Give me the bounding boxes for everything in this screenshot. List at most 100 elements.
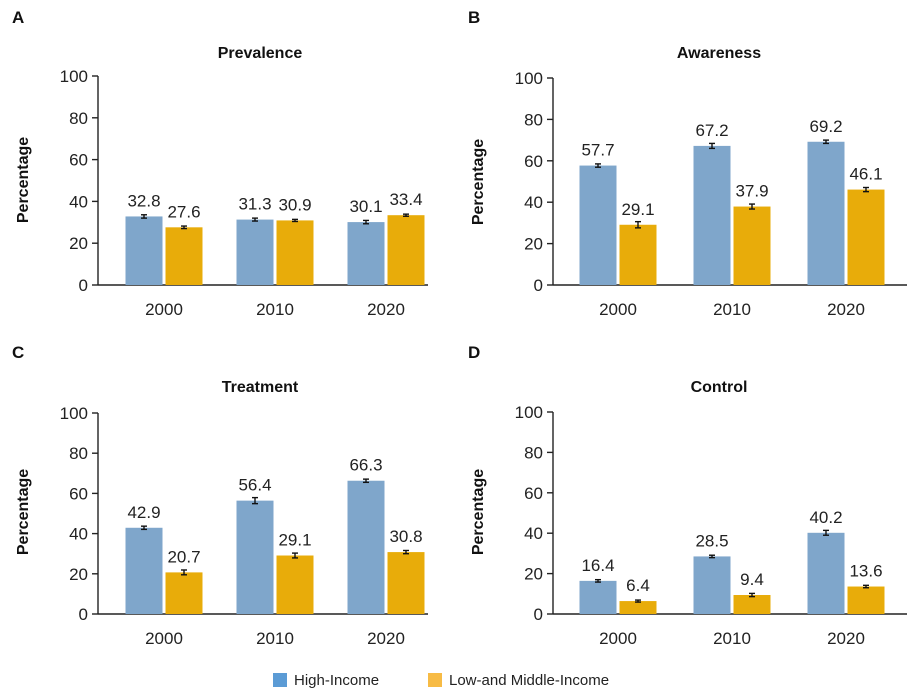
chart-title: Treatment (222, 379, 299, 396)
data-label: 37.9 (735, 182, 768, 201)
y-tick-label: 60 (524, 484, 543, 503)
legend: High-Income Low-and Middle-Income (273, 672, 609, 689)
x-tick-label: 2010 (256, 300, 294, 319)
legend-label-low-middle-income: Low-and Middle-Income (449, 672, 609, 689)
y-tick-label: 60 (524, 152, 543, 171)
bar (347, 222, 385, 285)
x-tick-label: 2020 (827, 629, 865, 648)
bar (276, 220, 314, 285)
bar (579, 580, 617, 614)
bar (387, 552, 425, 614)
data-label: 66.3 (349, 456, 382, 475)
legend-label-high-income: High-Income (294, 672, 379, 689)
data-label: 42.9 (127, 503, 160, 522)
y-tick-label: 60 (69, 151, 88, 170)
data-label: 46.1 (849, 165, 882, 184)
bar (693, 556, 731, 614)
x-tick-label: 2010 (713, 300, 751, 319)
data-label: 30.8 (389, 527, 422, 546)
x-tick-label: 2020 (827, 300, 865, 319)
bar (807, 141, 845, 285)
bar (165, 227, 203, 285)
data-label: 9.4 (740, 570, 764, 589)
data-label: 56.4 (238, 476, 271, 495)
bar (236, 219, 274, 285)
y-tick-label: 40 (524, 193, 543, 212)
y-tick-label: 0 (79, 276, 88, 295)
data-label: 20.7 (167, 547, 200, 566)
data-label: 29.1 (278, 531, 311, 550)
bar (579, 165, 617, 285)
bar (847, 189, 885, 285)
x-tick-label: 2000 (599, 629, 637, 648)
data-label: 27.6 (167, 202, 200, 221)
y-tick-label: 60 (69, 484, 88, 503)
x-tick-label: 2010 (256, 629, 294, 648)
data-label: 69.2 (809, 117, 842, 136)
x-tick-label: 2000 (145, 629, 183, 648)
bar (347, 480, 385, 614)
bar (387, 215, 425, 285)
data-label: 32.8 (127, 191, 160, 210)
data-label: 28.5 (695, 531, 728, 550)
data-label: 13.6 (849, 562, 882, 581)
y-tick-label: 80 (524, 110, 543, 129)
bar (165, 572, 203, 614)
legend-swatch-high-income (273, 673, 287, 687)
data-label: 6.4 (626, 576, 650, 595)
y-tick-label: 100 (60, 404, 88, 423)
data-label: 31.3 (238, 195, 271, 214)
x-tick-label: 2020 (367, 629, 405, 648)
data-label: 16.4 (581, 556, 614, 575)
y-tick-label: 20 (524, 565, 543, 584)
y-axis-label: Percentage (470, 469, 487, 555)
data-label: 30.1 (349, 197, 382, 216)
bar (125, 216, 163, 285)
y-tick-label: 40 (524, 524, 543, 543)
y-tick-label: 100 (515, 403, 543, 422)
legend-swatch-low-middle-income (428, 673, 442, 687)
bar (276, 555, 314, 614)
chart-title: Control (691, 379, 748, 396)
panel-letter: D (468, 343, 480, 362)
y-tick-label: 100 (515, 69, 543, 88)
chart-title: Awareness (677, 45, 761, 62)
bar (733, 595, 771, 614)
y-tick-label: 0 (534, 276, 543, 295)
data-label: 40.2 (809, 508, 842, 527)
y-tick-label: 20 (69, 234, 88, 253)
panel-letter: A (12, 8, 24, 27)
chart-panel-b: B Awareness Percentage 0 20 40 60 80 100 2000 2010… (468, 8, 907, 319)
chart-panel-d: D Control Percentage 0 20 40 60 80 100 2000 2010 20… (468, 343, 907, 648)
y-tick-label: 20 (524, 235, 543, 254)
bar (693, 145, 731, 285)
y-axis-label: Percentage (470, 139, 487, 225)
bar (847, 586, 885, 614)
data-label: 67.2 (695, 121, 728, 140)
bar (619, 601, 657, 614)
data-label: 33.4 (389, 190, 422, 209)
bar (236, 500, 274, 614)
chart-title: Prevalence (218, 45, 303, 62)
data-label: 29.1 (621, 200, 654, 219)
y-tick-label: 20 (69, 565, 88, 584)
y-tick-label: 80 (69, 444, 88, 463)
chart-panel-c: C Treatment Percentage 0 20 40 60 80 100 2000 2010… (12, 343, 428, 648)
y-tick-label: 40 (69, 525, 88, 544)
y-axis-label: Percentage (15, 469, 32, 555)
y-tick-label: 80 (524, 443, 543, 462)
bar (807, 532, 845, 614)
y-axis-label: Percentage (15, 137, 32, 223)
bar (619, 224, 657, 285)
x-tick-label: 2020 (367, 300, 405, 319)
y-tick-label: 80 (69, 109, 88, 128)
y-tick-label: 0 (79, 605, 88, 624)
chart-panel-a: A Prevalence Percentage 0 20 40 60 80 100 2000 201… (12, 8, 428, 319)
bar (733, 206, 771, 285)
y-tick-label: 0 (534, 605, 543, 624)
data-label: 57.7 (581, 141, 614, 160)
x-tick-label: 2000 (145, 300, 183, 319)
